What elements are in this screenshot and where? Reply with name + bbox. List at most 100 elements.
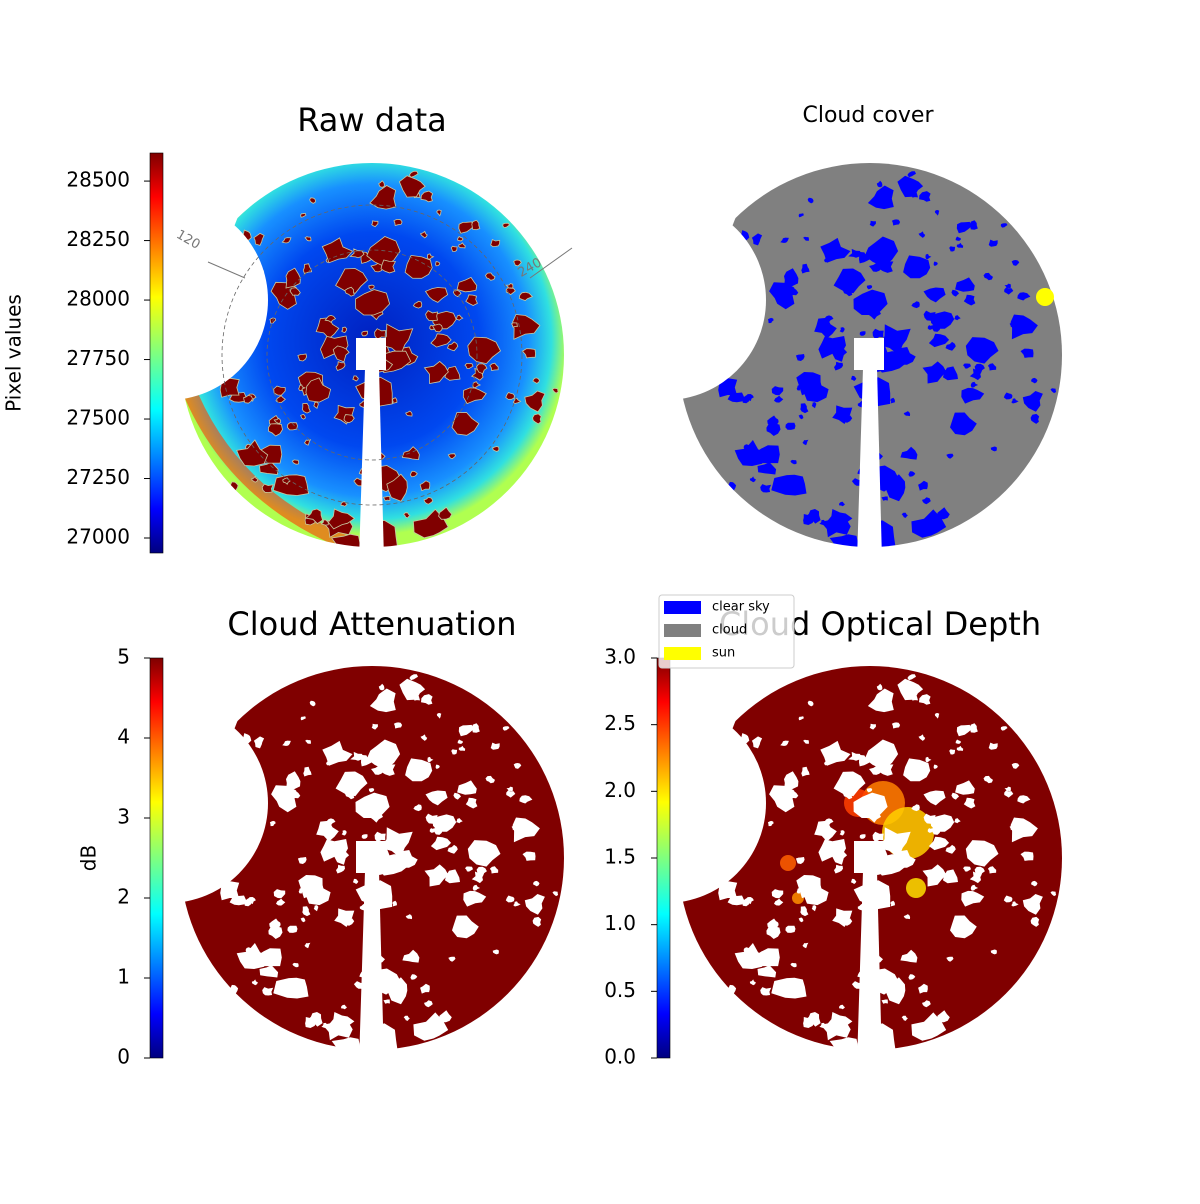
cloud-patch	[727, 984, 737, 994]
colorbar-tick-label: 2	[117, 885, 130, 909]
cloud-patch	[471, 723, 480, 733]
cloud-patch	[919, 694, 931, 705]
cloud-patch	[922, 361, 947, 384]
cloud-patch	[907, 674, 916, 681]
cloud-patch	[983, 272, 993, 281]
cloud-patch	[472, 884, 481, 891]
cloud-patch	[866, 285, 873, 290]
cloud-patch	[447, 844, 458, 854]
cloud-patch	[274, 921, 281, 927]
cloud-patch	[297, 857, 307, 864]
cloud-patch	[403, 512, 411, 519]
cloud-patch	[369, 688, 396, 713]
cloud-patch	[760, 484, 772, 493]
cloud-patch	[386, 977, 408, 1005]
cloud-patch	[945, 844, 956, 854]
cloud-patch	[801, 766, 810, 777]
cloud-patch	[869, 859, 891, 876]
cloud-patch	[305, 508, 324, 525]
cloud-patch	[359, 971, 369, 979]
cloud-patch	[262, 987, 274, 996]
cloud-patch	[829, 534, 860, 553]
cloud-patch	[839, 830, 845, 836]
cloud-patch	[956, 745, 964, 751]
cloud-patch	[374, 831, 386, 843]
cloud-patch	[330, 533, 362, 553]
cloud-patch	[974, 363, 985, 374]
sky-image	[668, 150, 1068, 570]
cloud-patch	[749, 979, 756, 986]
sun	[1036, 288, 1054, 306]
cloud-patch	[298, 887, 305, 894]
depth-hotspot	[780, 855, 796, 871]
cloud-patch	[268, 926, 283, 939]
cloud-patch	[424, 864, 449, 887]
cloud-patch	[282, 980, 290, 988]
cloud-patch	[928, 836, 950, 851]
cloud-patch	[521, 348, 536, 359]
cloud-patch	[259, 965, 279, 978]
cloud-patch	[954, 818, 961, 824]
cloud-patch	[229, 984, 239, 994]
cloud-patch	[286, 771, 301, 791]
colorbar	[149, 657, 164, 1059]
cloud-patch	[243, 898, 253, 907]
cloud-patch	[366, 739, 401, 770]
cloud-patch	[518, 291, 534, 301]
cloud-patch	[502, 726, 510, 731]
cloud-patch	[757, 462, 777, 475]
cloud-patch	[485, 272, 496, 281]
cloud-patch	[324, 314, 337, 323]
cloud-patch	[405, 758, 433, 782]
panel	[668, 653, 1068, 1073]
cloud-patch	[988, 239, 998, 247]
cloud-patch	[934, 713, 940, 719]
cloud-patch	[879, 763, 894, 776]
cloud-patch	[242, 733, 252, 744]
cloud-patch	[471, 219, 481, 231]
cloud-patch	[930, 827, 941, 835]
cloud-patch	[677, 870, 698, 886]
cloud-patch	[355, 792, 390, 818]
cloud-patch	[936, 507, 950, 520]
edge-glow	[178, 377, 363, 555]
colorbar-tick-label: 1.5	[604, 845, 636, 869]
colorbar-tick-label: 1	[117, 965, 130, 989]
cloud-patch	[785, 925, 796, 933]
cloud-patch	[859, 331, 866, 336]
cloud-patch	[378, 180, 385, 188]
cloud-patch	[677, 367, 698, 383]
legend-swatch	[664, 647, 701, 660]
cloud-patch	[462, 387, 487, 405]
cloud-patch	[408, 170, 419, 178]
colorbar-tick-label: 2.5	[604, 711, 636, 735]
cloud-patch	[743, 803, 750, 810]
cloud-patch	[309, 700, 316, 707]
cloud-patch	[306, 1012, 323, 1027]
cloud-patch	[363, 983, 370, 988]
cloud-patch	[444, 869, 460, 884]
cloud-patch	[245, 947, 251, 954]
cloud-patch	[1050, 891, 1057, 897]
sky-image	[170, 653, 570, 1073]
cloud-patch	[796, 384, 803, 391]
cloud-patch	[438, 1010, 452, 1023]
cloud-patch	[872, 328, 884, 340]
cloud-patch	[814, 317, 837, 339]
cloud-patch	[332, 345, 350, 363]
cloud-patch	[352, 878, 359, 884]
cloud-patch	[858, 754, 872, 767]
cloud-patch	[1017, 795, 1031, 804]
cloud-patch	[359, 904, 368, 911]
cloud-patch	[506, 790, 516, 798]
cloud-patch	[371, 859, 393, 876]
colorbar-tick-label: 27750	[66, 346, 130, 370]
cloud-patch	[857, 904, 866, 911]
cloud-patch	[795, 354, 805, 361]
cloud-patch	[790, 459, 797, 465]
cloud-patch	[258, 773, 264, 778]
cloud-patch	[718, 881, 738, 901]
cloud-patch	[355, 880, 393, 910]
cloud-patch	[907, 171, 916, 178]
cloud-patch	[392, 900, 397, 907]
